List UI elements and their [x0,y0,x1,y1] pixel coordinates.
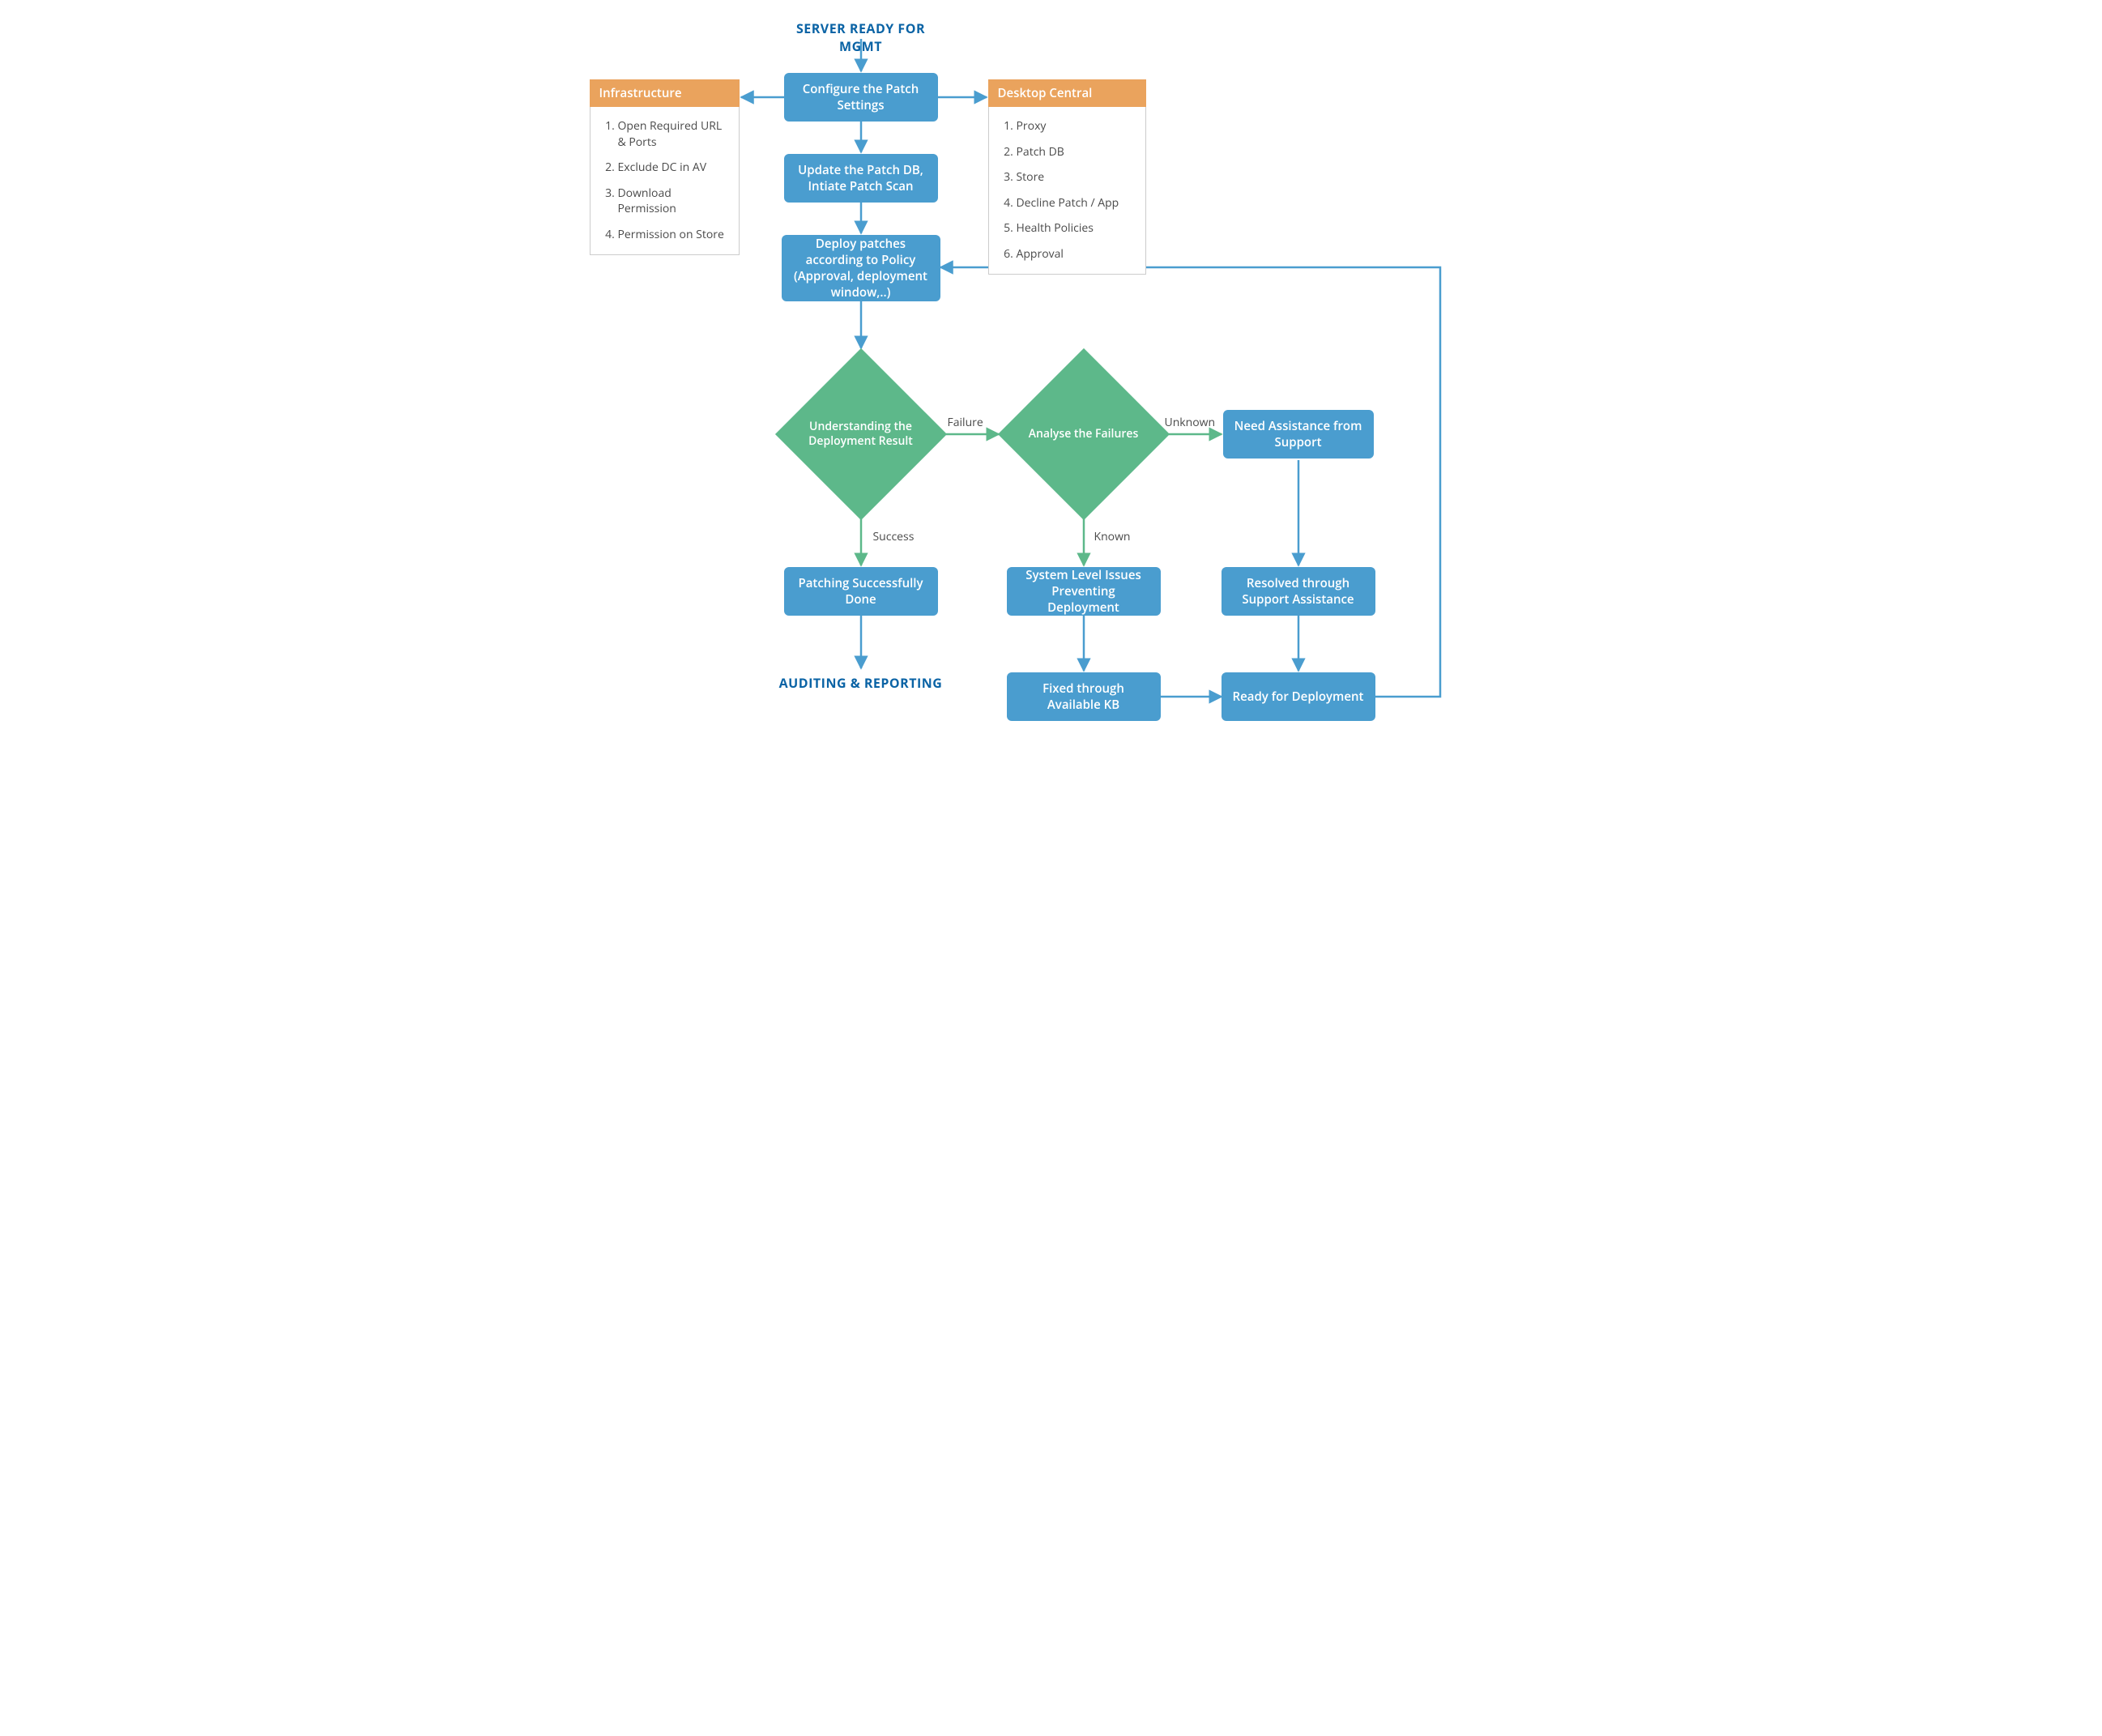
node-deploy: Deploy patches according to Policy (Appr… [782,235,940,301]
node-analyse: Analyse the Failures [1023,373,1145,495]
edge-label-unknown: Unknown [1165,415,1216,430]
node-understand-label: Understanding the Deployment Result [800,420,922,449]
list-item: Permission on Store [618,227,727,243]
node-update: Update the Patch DB, Intiate Patch Scan [784,154,938,203]
list-item: Patch DB [1017,144,1134,160]
node-ready: Ready for Deployment [1222,672,1375,721]
panel-right-list: Proxy Patch DB Store Decline Patch / App… [1000,118,1134,262]
title-bottom: AUDITING & REPORTING [772,674,950,692]
node-sys-issues: System Level Issues Preventing Deploymen… [1007,567,1161,616]
list-item: Decline Patch / App [1017,195,1134,211]
flowchart-canvas: SERVER READY FOR MGMT Infrastructure Ope… [582,16,1521,810]
list-item: Proxy [1017,118,1134,134]
list-item: Open Required URL & Ports [618,118,727,150]
list-item: Download Permission [618,186,727,217]
list-item: Health Policies [1017,220,1134,237]
node-understand: Understanding the Deployment Result [800,373,922,495]
edge-label-known: Known [1094,529,1131,544]
panel-right-body: Proxy Patch DB Store Decline Patch / App… [988,107,1146,275]
panel-right-header: Desktop Central [988,79,1146,107]
panel-left-body: Open Required URL & Ports Exclude DC in … [590,107,740,255]
node-analyse-label: Analyse the Failures [1023,427,1145,441]
title-top: SERVER READY FOR MGMT [780,19,942,55]
node-need-assist: Need Assistance from Support [1223,410,1374,459]
panel-left-header: Infrastructure [590,79,740,107]
list-item: Store [1017,169,1134,186]
list-item: Approval [1017,246,1134,262]
node-fixed: Fixed through Available KB [1007,672,1161,721]
panel-left-list: Open Required URL & Ports Exclude DC in … [602,118,727,243]
node-success: Patching Successfully Done [784,567,938,616]
list-item: Exclude DC in AV [618,160,727,176]
node-configure: Configure the Patch Settings [784,73,938,122]
edge-label-success: Success [873,529,915,544]
edge-label-failure: Failure [948,415,983,430]
node-resolved: Resolved through Support Assistance [1222,567,1375,616]
